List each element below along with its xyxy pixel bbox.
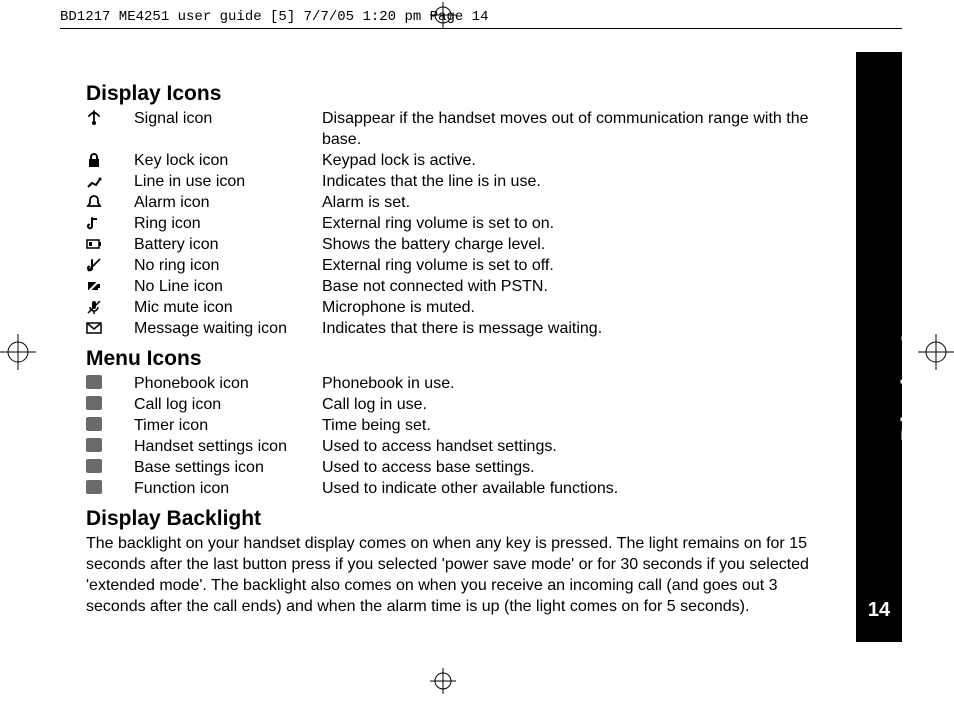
icon-row: Ring iconExternal ring volume is set to … [86, 213, 826, 234]
icon-name: Alarm icon [134, 192, 322, 213]
micmute-icon [86, 297, 134, 315]
print-header: BD1217 ME4251 user guide [5] 7/7/05 1:20… [60, 9, 894, 25]
icon-row: Key lock iconKeypad lock is active. [86, 150, 826, 171]
icon-row: No Line iconBase not connected with PSTN… [86, 276, 826, 297]
icon-row: Message waiting iconIndicates that there… [86, 318, 826, 339]
icon-name: Signal icon [134, 108, 322, 129]
registration-mark-top [430, 2, 456, 28]
menu-icons-title: Menu Icons [86, 347, 826, 371]
icon-description: Indicates that the line is in use. [322, 171, 826, 192]
battery-icon [86, 234, 134, 252]
icon-row: Timer iconTime being set. [86, 415, 826, 436]
noring-icon [86, 255, 134, 273]
side-tab-label: Display Icons [896, 274, 927, 442]
icon-name: No Line icon [134, 276, 322, 297]
icon-row: Line in use iconIndicates that the line … [86, 171, 826, 192]
msg-icon [86, 318, 134, 336]
icon-description: Call log in use. [322, 394, 826, 415]
menu-icon [86, 457, 134, 473]
menu-icon [86, 373, 134, 389]
menu-icons-table: Phonebook iconPhonebook in use.Call log … [86, 373, 826, 499]
icon-description: Microphone is muted. [322, 297, 826, 318]
icon-row: Handset settings iconUsed to access hand… [86, 436, 826, 457]
icon-row: Alarm iconAlarm is set. [86, 192, 826, 213]
icon-name: Ring icon [134, 213, 322, 234]
icon-description: Disappear if the handset moves out of co… [322, 108, 826, 150]
icon-name: Handset settings icon [134, 436, 322, 457]
icon-name: Function icon [134, 478, 322, 499]
menu-icon [86, 415, 134, 431]
noline-icon [86, 276, 134, 294]
lineuse-icon [86, 171, 134, 189]
icon-name: Battery icon [134, 234, 322, 255]
icon-description: Used to indicate other available functio… [322, 478, 826, 499]
icon-row: Call log iconCall log in use. [86, 394, 826, 415]
icon-row: Function iconUsed to indicate other avai… [86, 478, 826, 499]
icon-name: No ring icon [134, 255, 322, 276]
icon-name: Base settings icon [134, 457, 322, 478]
display-backlight-body: The backlight on your handset display co… [86, 533, 826, 617]
icon-description: Alarm is set. [322, 192, 826, 213]
ring-icon [86, 213, 134, 231]
icon-name: Key lock icon [134, 150, 322, 171]
display-backlight-title: Display Backlight [86, 507, 826, 531]
menu-icon [86, 394, 134, 410]
side-tab: Display Icons 14 [856, 52, 902, 642]
icon-name: Message waiting icon [134, 318, 322, 339]
icon-row: Mic mute iconMicrophone is muted. [86, 297, 826, 318]
icon-description: Time being set. [322, 415, 826, 436]
lock-icon [86, 150, 134, 168]
display-icons-table: Signal icon Disappear if the handset mov… [86, 108, 826, 339]
icon-name: Timer icon [134, 415, 322, 436]
icon-name: Line in use icon [134, 171, 322, 192]
icon-description: Used to access handset settings. [322, 436, 826, 457]
icon-description: Indicates that there is message waiting. [322, 318, 826, 339]
page-content: Display Icons Signal icon Disappear if t… [86, 82, 826, 617]
registration-mark-left [0, 334, 36, 370]
registration-mark-bottom [430, 668, 456, 694]
icon-description: Used to access base settings. [322, 457, 826, 478]
icon-row: Signal icon Disappear if the handset mov… [86, 108, 826, 150]
icon-description: Base not connected with PSTN. [322, 276, 826, 297]
alarm-icon [86, 192, 134, 210]
icon-name: Mic mute icon [134, 297, 322, 318]
menu-icon [86, 478, 134, 494]
icon-name: Phonebook icon [134, 373, 322, 394]
icon-description: External ring volume is set to off. [322, 255, 826, 276]
print-header-text: BD1217 ME4251 user guide [5] 7/7/05 1:20… [60, 9, 488, 25]
side-tab-page-number: 14 [856, 599, 902, 622]
icon-row: Base settings iconUsed to access base se… [86, 457, 826, 478]
icon-row: No ring iconExternal ring volume is set … [86, 255, 826, 276]
icon-name: Call log icon [134, 394, 322, 415]
signal-icon [86, 108, 134, 126]
icon-description: Phonebook in use. [322, 373, 826, 394]
icon-description: Keypad lock is active. [322, 150, 826, 171]
icon-row: Battery iconShows the battery charge lev… [86, 234, 826, 255]
display-icons-title: Display Icons [86, 82, 826, 106]
icon-description: Shows the battery charge level. [322, 234, 826, 255]
icon-description: External ring volume is set to on. [322, 213, 826, 234]
menu-icon [86, 436, 134, 452]
icon-row: Phonebook iconPhonebook in use. [86, 373, 826, 394]
print-header-rule [60, 28, 902, 29]
